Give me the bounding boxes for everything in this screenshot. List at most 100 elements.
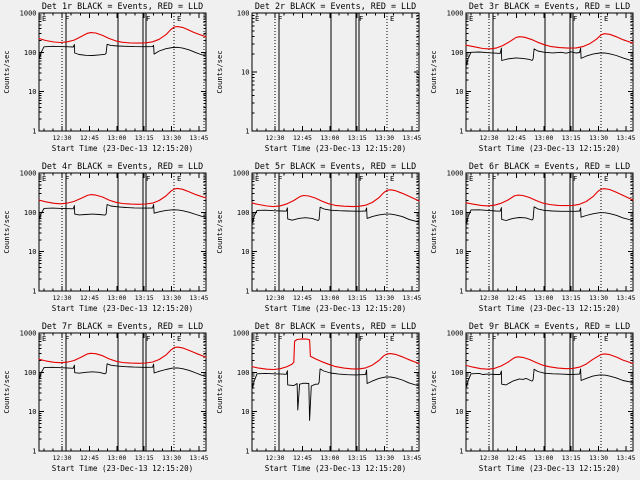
x-tick-label: 12:30 [479,135,498,142]
x-axis-title: Start Time (23-Dec-13 12:15:20) [265,464,406,473]
y-tick-label: 100 [451,49,464,57]
plot-frame [465,332,634,452]
y-tick-label: 1 [459,447,463,455]
y-tick-label: 1000 [446,10,463,18]
y-tick-label: 10 [455,408,463,416]
y-axis-title: Counts/sec [2,370,11,413]
y-tick-label: 1000 [446,330,463,338]
panel-title: Det 8r BLACK = Events, RED = LLD [255,321,416,331]
y-tick-label: 100 [451,209,464,217]
y-tick-label: 1 [459,287,463,295]
lld-curve [38,26,207,44]
x-tick-label: 13:45 [190,295,209,302]
x-tick-label: 13:45 [616,455,635,462]
x-tick-label: 13:15 [561,455,580,462]
panel-chart-det-6r: Det 6r BLACK = Events, RED = LLD 1000 100 1… [429,161,636,313]
flag-letter-E: E [390,14,394,23]
flag-letter-E: E [604,174,608,183]
x-tick-label: 12:30 [479,455,498,462]
events-curve [251,206,420,223]
flag-letter-E: E [177,334,181,343]
x-tick-label: 12:30 [266,135,285,142]
x-tick-label: 13:30 [375,455,394,462]
y-tick-label: 100 [24,369,37,377]
y-tick-label: 1000 [446,170,463,178]
flag-letter-E: E [255,334,259,343]
x-tick-label: 12:30 [266,295,285,302]
flag-letter-F: F [492,174,496,183]
x-tick-label: 13:30 [162,455,181,462]
panel-det-3r: Det 3r BLACK = Events, RED = LLD 1000 100 1… [427,0,640,160]
x-axis-title: Start Time (23-Dec-13 12:15:20) [478,464,619,473]
panel-det-4r: Det 4r BLACK = Events, RED = LLD 1000 100 1… [0,160,213,320]
x-tick-label: 12:30 [53,455,72,462]
y-tick-label: 1000 [20,170,37,178]
x-tick-label: 13:15 [348,455,367,462]
x-tick-label: 12:45 [293,135,312,142]
flag-letter-F: F [359,14,363,23]
y-tick-label: 100 [24,209,37,217]
x-tick-label: 13:45 [403,455,422,462]
y-axis-title: Counts/sec [2,50,11,93]
flag-letter-E: E [177,174,181,183]
events-curve [465,368,634,387]
flag-letter-E: E [604,334,608,343]
panel-chart-det-7r: Det 7r BLACK = Events, RED = LLD 1000 100 1… [2,321,209,473]
panel-chart-det-9r: Det 9r BLACK = Events, RED = LLD 1000 100 1… [429,321,636,473]
y-tick-label: 10 [455,88,463,96]
y-tick-label: 1 [32,127,36,135]
y-tick-label: 1 [246,447,250,455]
plot-frame [465,12,634,132]
lld-curve [465,188,634,207]
flag-letter-E: E [255,14,259,23]
y-tick-label: 1 [246,127,250,135]
flag-letter-F: F [573,174,577,183]
panel-chart-det-3r: Det 3r BLACK = Events, RED = LLD 1000 100 1… [429,1,636,153]
x-tick-label: 12:45 [80,295,99,302]
x-tick-label: 13:00 [321,135,340,142]
y-tick-label: 10 [241,69,249,77]
x-axis-title: Start Time (23-Dec-13 12:15:20) [265,304,406,313]
y-tick-label: 10 [28,248,36,256]
y-tick-label: 100 [237,209,250,217]
flag-letter-E: E [177,14,181,23]
y-tick-label: 100 [24,49,37,57]
flag-letter-E: E [42,334,46,343]
x-tick-label: 13:15 [135,135,154,142]
x-axis-title: Start Time (23-Dec-13 12:15:20) [478,304,619,313]
x-axis-title: Start Time (23-Dec-13 12:15:20) [52,304,193,313]
flag-letter-F: F [573,14,577,23]
y-axis-title: Counts/sec [429,370,438,413]
flag-letter-F: F [146,334,150,343]
x-tick-label: 13:30 [375,295,394,302]
x-tick-label: 13:45 [403,295,422,302]
y-axis-title: Counts/sec [215,210,224,253]
x-tick-label: 12:30 [266,455,285,462]
y-tick-label: 10 [241,408,249,416]
flag-letter-F: F [146,14,150,23]
y-axis-title: Counts/sec [215,370,224,413]
flag-letter-E: E [255,174,259,183]
x-tick-label: 12:30 [53,135,72,142]
x-tick-label: 12:45 [507,295,526,302]
x-tick-label: 13:45 [616,135,635,142]
x-tick-label: 13:15 [348,135,367,142]
flag-letter-F: F [65,174,69,183]
panel-chart-det-4r: Det 4r BLACK = Events, RED = LLD 1000 100 1… [2,161,209,313]
x-axis-title: Start Time (23-Dec-13 12:15:20) [52,464,193,473]
x-tick-label: 13:15 [348,295,367,302]
flag-letter-F: F [492,14,496,23]
flag-letter-F: F [278,174,282,183]
y-axis-title: Counts/sec [2,210,11,253]
panel-det-1r: Det 1r BLACK = Events, RED = LLD 1000 100 1… [0,0,213,160]
panel-det-7r: Det 7r BLACK = Events, RED = LLD 1000 100 1… [0,320,213,480]
y-tick-label: 1 [32,447,36,455]
panel-det-2r: Det 2r BLACK = Events, RED = LLD 100 10 1 12… [213,0,426,160]
panel-det-6r: Det 6r BLACK = Events, RED = LLD 1000 100 1… [427,160,640,320]
x-tick-label: 13:30 [162,135,181,142]
y-tick-label: 10 [28,88,36,96]
y-tick-label: 100 [237,10,250,18]
x-tick-label: 13:30 [589,455,608,462]
flag-letter-F: F [278,334,282,343]
